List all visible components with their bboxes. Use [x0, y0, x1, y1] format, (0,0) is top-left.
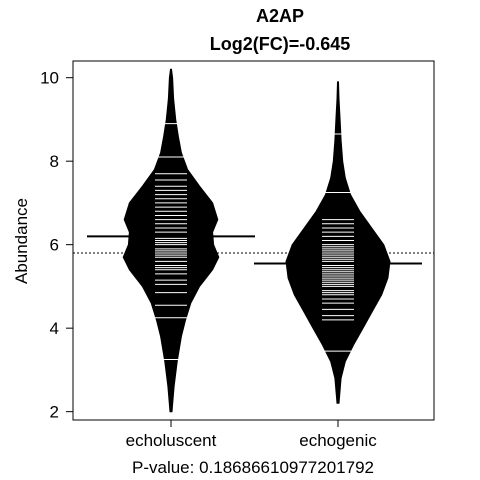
y-tick-label: 10 — [40, 69, 59, 88]
y-tick-label: 6 — [50, 236, 59, 255]
y-tick-label: 2 — [50, 403, 59, 422]
y-tick-label: 4 — [50, 319, 59, 338]
x-axis: echoluscent echogenic — [126, 419, 377, 450]
bean-echoluscent — [122, 68, 220, 413]
chart-subtitle: Log2(FC)=-0.645 — [210, 34, 351, 54]
bean-density — [285, 81, 391, 404]
x-tick-label: echoluscent — [126, 431, 217, 450]
y-tick-label: 8 — [50, 152, 59, 171]
overlay-layer — [87, 235, 422, 265]
x-tick-label: echogenic — [299, 431, 377, 450]
chart-title: A2AP — [256, 6, 304, 26]
x-axis-label: P-value: 0.18686610977201792 — [132, 458, 374, 477]
beans-layer — [73, 68, 434, 413]
y-axis-label: Abundance — [12, 198, 31, 284]
y-axis: 2 4 6 8 10 — [40, 69, 74, 422]
bean-echogenic — [285, 81, 391, 404]
